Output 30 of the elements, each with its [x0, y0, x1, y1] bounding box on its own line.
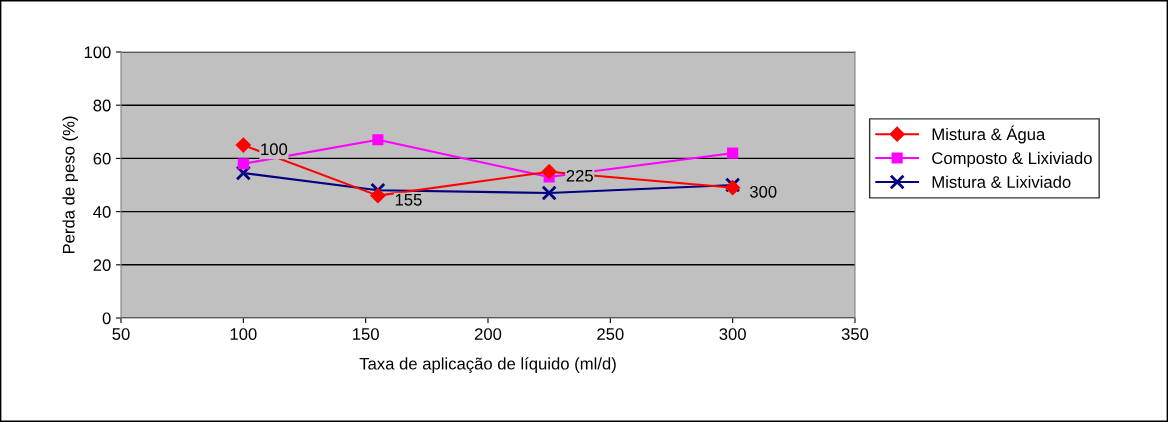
legend-label: Mistura & Água	[932, 125, 1046, 144]
x-tick-label: 50	[112, 328, 130, 340]
annotation: 225	[566, 169, 593, 182]
legend-label: Mistura & Lixiviado	[932, 175, 1071, 188]
point	[237, 158, 249, 170]
point	[370, 188, 386, 204]
x-tick-label: 300	[719, 328, 746, 340]
y-tick-label: 60	[93, 152, 111, 165]
y-tick-label: 20	[93, 259, 111, 272]
y-tick-label: 40	[93, 206, 111, 218]
point	[235, 137, 251, 153]
y-axis-title: Perda de peso (%)	[62, 116, 78, 254]
x-tick-label: 100	[230, 328, 257, 340]
y-tick-label: 100	[84, 46, 111, 59]
y-tick-label: 80	[93, 99, 111, 112]
annotation: 155	[395, 194, 422, 206]
point	[541, 185, 557, 201]
y-tick-label: 0	[102, 312, 111, 325]
x-tick-label: 200	[474, 328, 502, 340]
x-tick-label: 350	[841, 328, 869, 340]
point	[727, 147, 739, 159]
legend-label: Composto & Lixiviado	[932, 151, 1092, 168]
point	[372, 134, 384, 146]
x-tick-label: 150	[353, 328, 379, 340]
point	[541, 164, 557, 180]
x-axis-title: Taxa de aplicação de líquido (ml/d)	[359, 357, 616, 373]
annotation: 100	[261, 143, 288, 156]
annotation: 300	[749, 185, 777, 198]
x-tick-label: 250	[597, 328, 624, 340]
point	[235, 165, 251, 181]
